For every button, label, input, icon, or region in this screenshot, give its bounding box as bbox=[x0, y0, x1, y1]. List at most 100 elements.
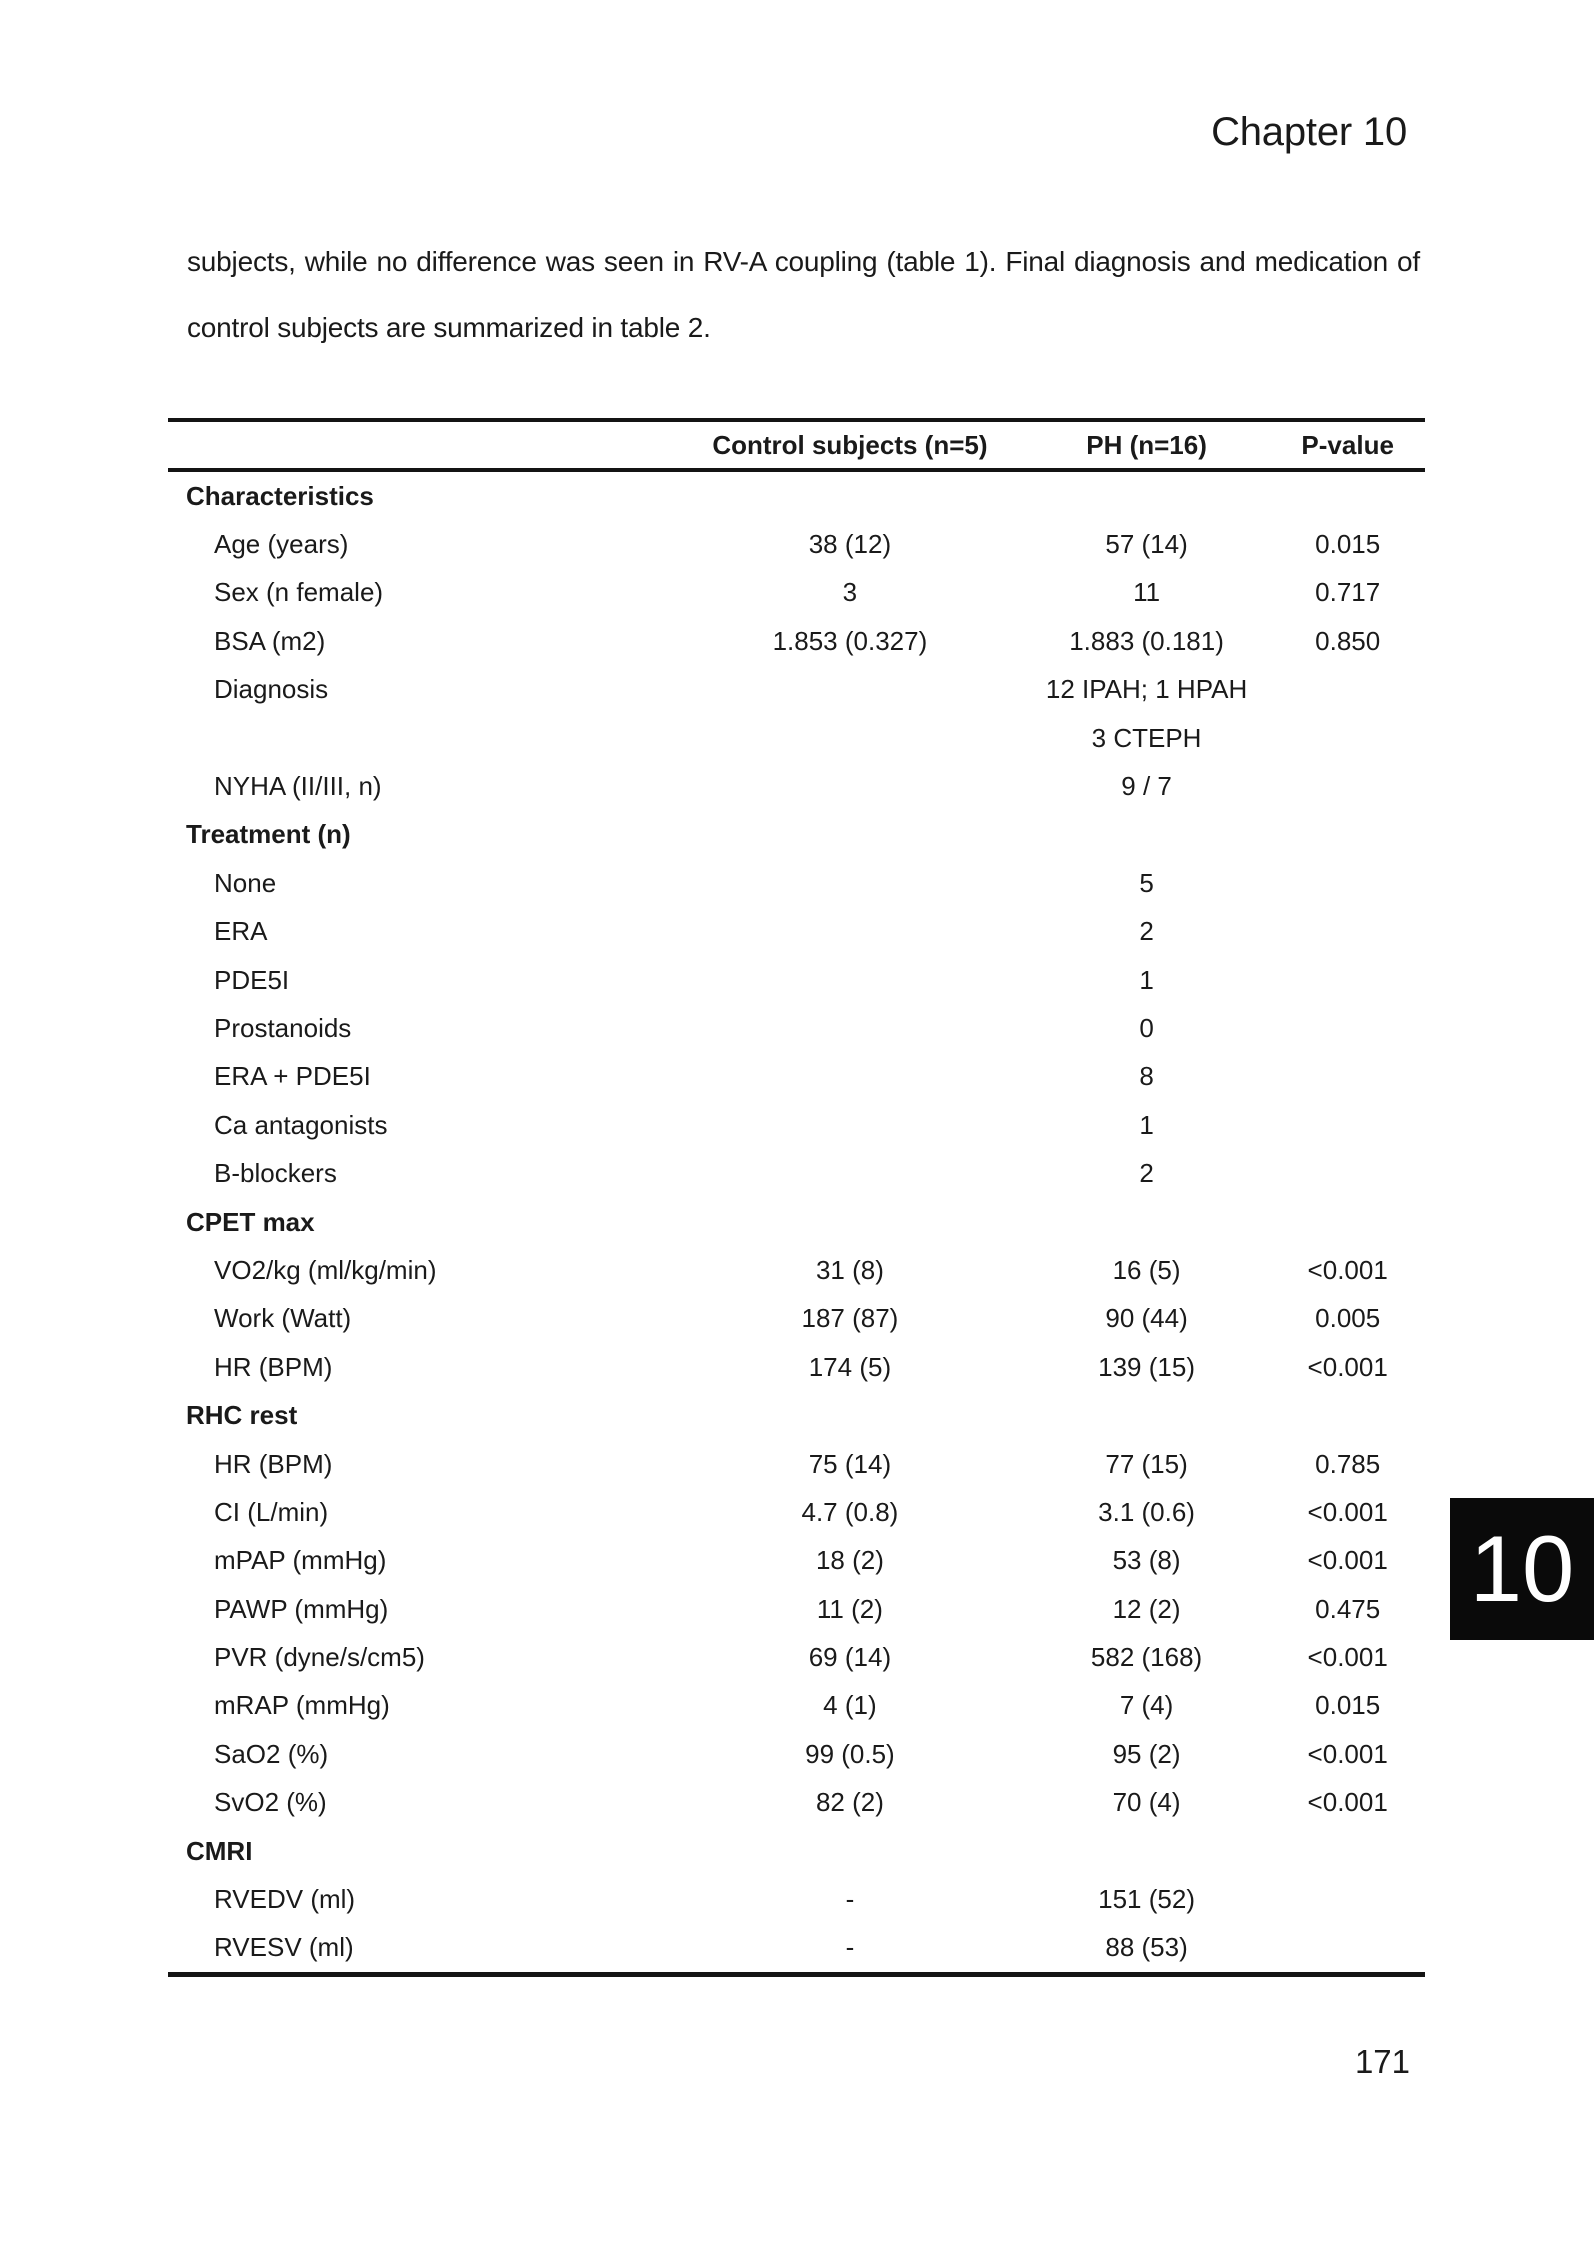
row-label-cell: PAWP (mmHg) bbox=[214, 1593, 389, 1624]
row-label-cell: PDE5I bbox=[214, 964, 290, 995]
chapter-header: Chapter 10 bbox=[1211, 110, 1407, 154]
table-row: Sex (n female) 3 11 0.717 bbox=[168, 569, 1425, 617]
control-value-cell: 82 (2) bbox=[815, 1787, 884, 1818]
row-label-cell: Characteristics bbox=[186, 480, 374, 511]
ph-value-cell: 1 bbox=[1139, 964, 1154, 995]
control-value-cell: 69 (14) bbox=[808, 1642, 892, 1673]
control-value-cell: - bbox=[845, 1884, 855, 1915]
ph-value-cell: 139 (15) bbox=[1098, 1351, 1195, 1382]
ph-value-cell: 3 CTEPH bbox=[1091, 722, 1202, 753]
pvalue-cell: 0.005 bbox=[1315, 1303, 1381, 1334]
pvalue-cell: <0.001 bbox=[1307, 1787, 1388, 1818]
control-value-cell: 174 (5) bbox=[808, 1351, 892, 1382]
ph-value-cell: 12 IPAH; 1 HPAH bbox=[1045, 674, 1248, 705]
row-label-cell: Treatment (n) bbox=[186, 819, 351, 850]
ph-value-cell: 70 (4) bbox=[1112, 1787, 1181, 1818]
pvalue-cell: 0.785 bbox=[1315, 1448, 1381, 1479]
ph-value-cell: 151 (52) bbox=[1098, 1884, 1195, 1915]
control-value-cell: 99 (0.5) bbox=[805, 1738, 895, 1769]
table-row: PAWP (mmHg) 11 (2) 12 (2) 0.475 bbox=[168, 1585, 1425, 1633]
table-row: HR (BPM) 174 (5) 139 (15) <0.001 bbox=[168, 1343, 1425, 1391]
row-label-cell: NYHA (II/III, n) bbox=[214, 771, 382, 802]
ph-value-cell: 90 (44) bbox=[1105, 1303, 1188, 1334]
ph-value-cell: 88 (53) bbox=[1105, 1932, 1188, 1963]
ph-value-cell: 57 (14) bbox=[1105, 529, 1188, 560]
ph-value-cell: 5 bbox=[1139, 867, 1154, 898]
table-row: CMRI bbox=[168, 1827, 1425, 1875]
pvalue-cell: <0.001 bbox=[1307, 1545, 1388, 1576]
control-value-cell: 4.7 (0.8) bbox=[801, 1496, 899, 1527]
table-row: HR (BPM) 75 (14) 77 (15) 0.785 bbox=[168, 1440, 1425, 1488]
pvalue-cell: <0.001 bbox=[1307, 1496, 1388, 1527]
control-value-cell: 187 (87) bbox=[801, 1303, 899, 1334]
table-row: SvO2 (%) 82 (2) 70 (4) <0.001 bbox=[168, 1779, 1425, 1827]
row-label-cell: CMRI bbox=[186, 1835, 253, 1866]
pvalue-cell: <0.001 bbox=[1307, 1738, 1388, 1769]
row-label-cell: B-blockers bbox=[214, 1158, 337, 1189]
row-label-cell: Work (Watt) bbox=[214, 1303, 352, 1334]
table-row: RVEDV (ml) - 151 (52) bbox=[168, 1875, 1425, 1923]
table-row: Treatment (n) bbox=[168, 811, 1425, 859]
ph-value-cell: 1.883 (0.181) bbox=[1069, 625, 1224, 656]
row-label-cell: SaO2 (%) bbox=[214, 1738, 329, 1769]
table-row: Characteristics bbox=[168, 472, 1425, 520]
row-label-cell: HR (BPM) bbox=[214, 1448, 333, 1479]
control-value-cell: 18 (2) bbox=[815, 1545, 884, 1576]
table-row: PVR (dyne/s/cm5) 69 (14) 582 (168) <0.00… bbox=[168, 1633, 1425, 1681]
pvalue-cell: 0.850 bbox=[1315, 625, 1381, 656]
ph-value-cell: 77 (15) bbox=[1105, 1448, 1188, 1479]
ph-value-cell: 3.1 (0.6) bbox=[1098, 1496, 1195, 1527]
row-label-cell: Age (years) bbox=[214, 529, 349, 560]
row-label-cell: PVR (dyne/s/cm5) bbox=[214, 1642, 425, 1673]
row-label-cell: HR (BPM) bbox=[214, 1351, 333, 1382]
pvalue-cell: 0.015 bbox=[1315, 529, 1381, 560]
table-row: BSA (m2) 1.853 (0.327) 1.883 (0.181) 0.8… bbox=[168, 617, 1425, 665]
table-row: mRAP (mmHg) 4 (1) 7 (4) 0.015 bbox=[168, 1682, 1425, 1730]
ph-value-cell: 9 / 7 bbox=[1121, 771, 1172, 802]
row-label-cell: Sex (n female) bbox=[214, 577, 384, 608]
results-table: Control subjects (n=5) PH (n=16) P-value… bbox=[168, 418, 1425, 1978]
table-row: None 5 bbox=[168, 859, 1425, 907]
table-row: Ca antagonists 1 bbox=[168, 1101, 1425, 1149]
ph-value-cell: 12 (2) bbox=[1112, 1593, 1181, 1624]
table-row: ERA + PDE5I 8 bbox=[168, 1053, 1425, 1101]
table-row: ERA 2 bbox=[168, 908, 1425, 956]
row-label-cell: ERA bbox=[214, 916, 268, 947]
table-row: SaO2 (%) 99 (0.5) 95 (2) <0.001 bbox=[168, 1730, 1425, 1778]
ph-value-cell: 582 (168) bbox=[1090, 1642, 1203, 1673]
row-label-cell: BSA (m2) bbox=[214, 625, 326, 656]
table-row: Age (years) 38 (12) 57 (14) 0.015 bbox=[168, 520, 1425, 568]
row-label-cell: None bbox=[214, 867, 277, 898]
table-row: Work (Watt) 187 (87) 90 (44) 0.005 bbox=[168, 1295, 1425, 1343]
row-label-cell: mRAP (mmHg) bbox=[214, 1690, 390, 1721]
row-label-cell: RVEDV (ml) bbox=[214, 1884, 356, 1915]
table-row: 3 CTEPH bbox=[168, 714, 1425, 762]
table-row: B-blockers 2 bbox=[168, 1149, 1425, 1197]
control-value-cell: 31 (8) bbox=[815, 1254, 884, 1285]
table-row: NYHA (II/III, n) 9 / 7 bbox=[168, 762, 1425, 810]
ph-value-cell: 7 (4) bbox=[1119, 1690, 1174, 1721]
control-value-cell: 38 (12) bbox=[808, 529, 892, 560]
table-header-row: Control subjects (n=5) PH (n=16) P-value bbox=[168, 422, 1425, 472]
control-value-cell: 1.853 (0.327) bbox=[772, 625, 928, 656]
body-paragraph: subjects, while no difference was seen i… bbox=[187, 229, 1420, 361]
ph-value-cell: 53 (8) bbox=[1112, 1545, 1181, 1576]
row-label-cell: RHC rest bbox=[186, 1400, 298, 1431]
pvalue-cell: 0.475 bbox=[1315, 1593, 1381, 1624]
pvalue-cell: 0.015 bbox=[1315, 1690, 1381, 1721]
ph-value-cell: 11 bbox=[1133, 577, 1161, 608]
ph-value-cell: 2 bbox=[1139, 916, 1154, 947]
page-number: 171 bbox=[1354, 2043, 1410, 2080]
row-label-cell: mPAP (mmHg) bbox=[214, 1545, 387, 1576]
table-row: RHC rest bbox=[168, 1391, 1425, 1439]
row-label-cell: CI (L/min) bbox=[214, 1496, 329, 1527]
ph-value-cell: 16 (5) bbox=[1112, 1254, 1181, 1285]
ph-value-cell: 2 bbox=[1139, 1158, 1154, 1189]
table-row: CPET max bbox=[168, 1198, 1425, 1246]
control-value-cell: 11 (2) bbox=[816, 1593, 883, 1624]
row-label-cell: Diagnosis bbox=[214, 674, 329, 705]
control-value-cell: 3 bbox=[842, 577, 858, 608]
column-header-pvalue: P-value bbox=[1301, 429, 1394, 460]
row-label-cell: CPET max bbox=[186, 1206, 315, 1237]
control-value-cell: 4 (1) bbox=[823, 1690, 877, 1721]
